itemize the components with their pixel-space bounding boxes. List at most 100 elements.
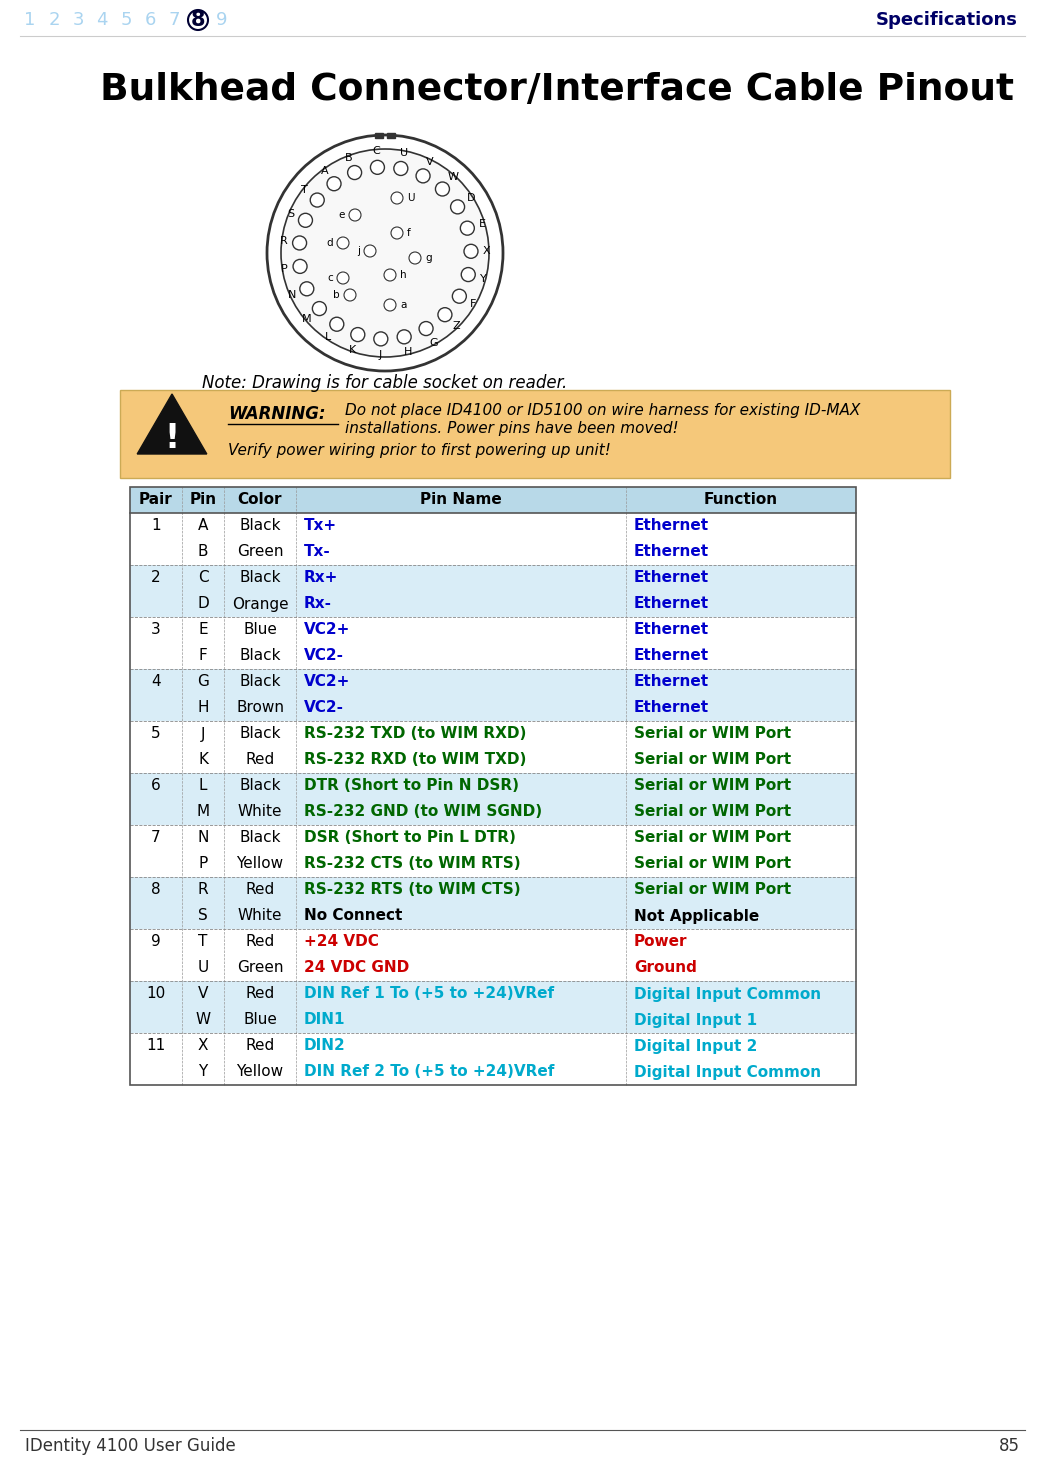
Text: D: D	[467, 194, 475, 203]
Text: Tx+: Tx+	[304, 518, 338, 533]
Text: Serial or WIM Port: Serial or WIM Port	[634, 804, 791, 819]
Text: DIN Ref 1 To (+5 to +24)VRef: DIN Ref 1 To (+5 to +24)VRef	[304, 986, 554, 1001]
Text: Ground: Ground	[634, 960, 697, 976]
Text: RS-232 RXD (to WIM TXD): RS-232 RXD (to WIM TXD)	[304, 753, 527, 768]
Text: P: P	[199, 856, 208, 872]
Text: Ethernet: Ethernet	[634, 700, 710, 715]
FancyBboxPatch shape	[130, 929, 856, 956]
Text: Black: Black	[239, 831, 281, 846]
Text: Black: Black	[239, 571, 281, 586]
Text: Function: Function	[704, 492, 779, 508]
Circle shape	[461, 267, 475, 282]
Text: h: h	[400, 270, 407, 280]
Circle shape	[293, 236, 306, 250]
Text: J: J	[201, 727, 205, 741]
Text: E: E	[199, 622, 208, 637]
Text: Ethernet: Ethernet	[634, 545, 710, 559]
Text: B: B	[345, 153, 353, 163]
Text: Digital Input Common: Digital Input Common	[634, 986, 821, 1001]
Text: Digital Input 1: Digital Input 1	[634, 1013, 758, 1028]
Text: Y: Y	[481, 273, 487, 283]
FancyBboxPatch shape	[130, 643, 856, 669]
Text: Pin Name: Pin Name	[420, 492, 502, 508]
FancyBboxPatch shape	[130, 512, 856, 539]
Circle shape	[452, 289, 466, 304]
Text: Red: Red	[246, 935, 275, 950]
Circle shape	[349, 208, 361, 222]
Text: VC2-: VC2-	[304, 700, 344, 715]
Text: M: M	[196, 804, 210, 819]
Text: Brown: Brown	[236, 700, 284, 715]
Text: Note: Drawing is for cable socket on reader.: Note: Drawing is for cable socket on rea…	[203, 374, 567, 392]
Text: A: A	[198, 518, 208, 533]
Circle shape	[394, 161, 408, 176]
FancyBboxPatch shape	[130, 774, 856, 799]
Text: X: X	[198, 1038, 208, 1054]
FancyBboxPatch shape	[130, 981, 856, 1007]
Text: 7: 7	[168, 10, 180, 29]
Text: F: F	[470, 299, 477, 310]
Text: RS-232 GND (to WIM SGND): RS-232 GND (to WIM SGND)	[304, 804, 542, 819]
Text: Ethernet: Ethernet	[634, 674, 710, 690]
Text: G: G	[198, 674, 209, 690]
FancyBboxPatch shape	[130, 669, 856, 694]
Text: N: N	[288, 291, 297, 301]
Text: White: White	[238, 909, 282, 923]
Text: 2: 2	[152, 571, 161, 586]
Text: 9: 9	[152, 935, 161, 950]
Text: U: U	[400, 148, 408, 157]
FancyBboxPatch shape	[130, 539, 856, 565]
Text: D: D	[198, 596, 209, 612]
Text: RS-232 RTS (to WIM CTS): RS-232 RTS (to WIM CTS)	[304, 882, 520, 897]
Circle shape	[409, 252, 421, 264]
Circle shape	[397, 330, 411, 344]
Text: Y: Y	[199, 1064, 208, 1079]
Text: 3: 3	[72, 10, 84, 29]
FancyBboxPatch shape	[130, 592, 856, 617]
Text: VC2+: VC2+	[304, 622, 350, 637]
Text: WARNING:: WARNING:	[228, 405, 325, 423]
Circle shape	[312, 301, 326, 316]
Text: U: U	[407, 192, 415, 203]
Circle shape	[327, 176, 341, 191]
Text: J: J	[378, 349, 381, 360]
Circle shape	[436, 182, 449, 197]
Text: V: V	[198, 986, 208, 1001]
Text: 10: 10	[146, 986, 165, 1001]
FancyBboxPatch shape	[130, 851, 856, 876]
Text: 5: 5	[152, 727, 161, 741]
Text: 11: 11	[146, 1038, 165, 1054]
Text: VC2-: VC2-	[304, 649, 344, 664]
Text: Yellow: Yellow	[236, 856, 283, 872]
Circle shape	[330, 317, 344, 332]
Text: P: P	[281, 264, 287, 275]
Text: DTR (Short to Pin N DSR): DTR (Short to Pin N DSR)	[304, 778, 519, 794]
Text: Red: Red	[246, 1038, 275, 1054]
Text: g: g	[425, 252, 432, 263]
Text: !: !	[164, 421, 180, 455]
Text: Black: Black	[239, 518, 281, 533]
Text: 4: 4	[96, 10, 108, 29]
Text: IDentity 4100 User Guide: IDentity 4100 User Guide	[25, 1437, 236, 1455]
Text: V: V	[426, 157, 434, 166]
Text: T: T	[199, 935, 208, 950]
Text: S: S	[199, 909, 208, 923]
Text: F: F	[199, 649, 207, 664]
Text: H: H	[198, 700, 209, 715]
Text: RS-232 TXD (to WIM RXD): RS-232 TXD (to WIM RXD)	[304, 727, 527, 741]
Text: 6: 6	[152, 778, 161, 794]
Text: W: W	[447, 172, 459, 182]
Text: Tx-: Tx-	[304, 545, 331, 559]
Text: DIN1: DIN1	[304, 1013, 346, 1028]
Text: B: B	[198, 545, 208, 559]
Text: Ethernet: Ethernet	[634, 571, 710, 586]
Circle shape	[300, 282, 314, 297]
Text: Power: Power	[634, 935, 688, 950]
Text: f: f	[407, 228, 411, 238]
FancyBboxPatch shape	[120, 390, 950, 479]
Circle shape	[374, 332, 388, 346]
Text: DIN2: DIN2	[304, 1038, 346, 1054]
Text: Serial or WIM Port: Serial or WIM Port	[634, 856, 791, 872]
Text: RS-232 CTS (to WIM RTS): RS-232 CTS (to WIM RTS)	[304, 856, 520, 872]
Text: Ethernet: Ethernet	[634, 596, 710, 612]
